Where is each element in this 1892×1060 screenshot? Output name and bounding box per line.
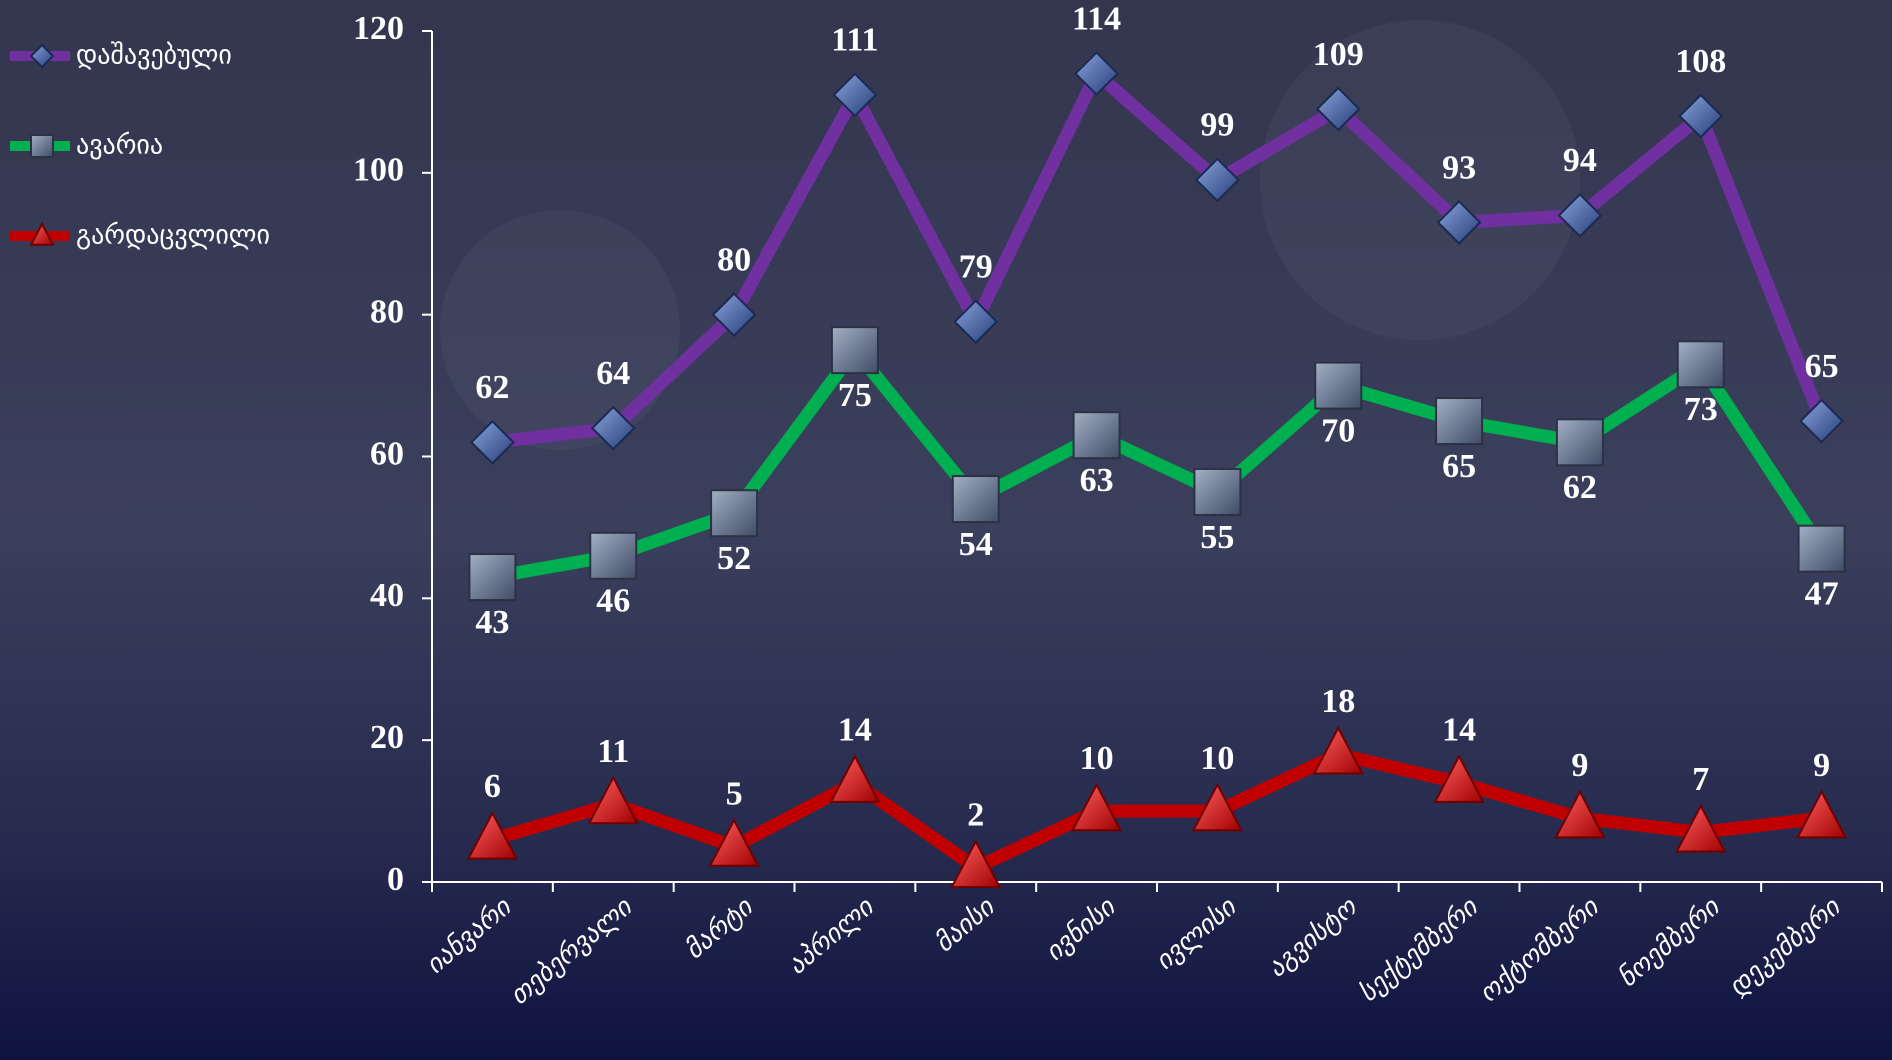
- data-label: 10: [1080, 740, 1114, 777]
- background-decor: [440, 210, 680, 450]
- data-label: 111: [831, 22, 878, 59]
- marker-square: [1194, 469, 1240, 515]
- marker-square: [469, 554, 515, 600]
- marker-square: [590, 533, 636, 579]
- legend-label: ავარია: [76, 131, 163, 161]
- y-tick-label: 0: [387, 861, 404, 898]
- legend-marker: [31, 135, 53, 157]
- y-tick-label: 120: [353, 10, 404, 47]
- marker-square: [832, 327, 878, 373]
- data-label: 73: [1684, 391, 1718, 428]
- y-tick-label: 100: [353, 152, 404, 189]
- data-label: 9: [1571, 747, 1588, 784]
- data-label: 62: [475, 369, 509, 406]
- marker-square: [1315, 363, 1361, 409]
- data-label: 94: [1563, 142, 1597, 179]
- marker-square: [1074, 412, 1120, 458]
- data-label: 54: [959, 526, 993, 563]
- data-label: 62: [1563, 469, 1597, 506]
- marker-square: [711, 490, 757, 536]
- data-label: 55: [1200, 519, 1234, 556]
- legend-label: გარდაცვლილი: [76, 221, 270, 251]
- y-tick-label: 20: [370, 719, 404, 756]
- data-label: 52: [717, 540, 751, 577]
- y-tick-label: 60: [370, 435, 404, 472]
- data-label: 79: [959, 249, 993, 286]
- data-label: 99: [1200, 107, 1234, 144]
- data-label: 14: [1442, 712, 1476, 749]
- data-label: 65: [1805, 348, 1839, 385]
- data-label: 75: [838, 377, 872, 414]
- data-label: 46: [596, 583, 630, 620]
- page: 020406080100120იანვარითებერვალიმარტიაპრი…: [0, 0, 1892, 1060]
- data-label: 65: [1442, 448, 1476, 485]
- data-label: 18: [1321, 683, 1355, 720]
- chart: 020406080100120იანვარითებერვალიმარტიაპრი…: [0, 0, 1892, 1060]
- marker-square: [953, 476, 999, 522]
- background: [0, 0, 1892, 1060]
- marker-square: [1557, 419, 1603, 465]
- data-label: 14: [838, 712, 872, 749]
- data-label: 2: [967, 797, 984, 834]
- data-label: 47: [1805, 575, 1839, 612]
- data-label: 64: [596, 355, 630, 392]
- y-tick-label: 80: [370, 293, 404, 330]
- marker-square: [1799, 526, 1845, 572]
- legend-label: დაშავებული: [76, 41, 232, 71]
- data-label: 109: [1313, 36, 1364, 73]
- marker-square: [1436, 398, 1482, 444]
- data-label: 43: [475, 604, 509, 641]
- data-label: 108: [1675, 43, 1726, 80]
- data-label: 80: [717, 241, 751, 278]
- data-label: 10: [1200, 740, 1234, 777]
- data-label: 9: [1813, 747, 1830, 784]
- data-label: 70: [1321, 412, 1355, 449]
- data-label: 11: [597, 733, 629, 770]
- y-tick-label: 40: [370, 577, 404, 614]
- data-label: 114: [1072, 0, 1121, 37]
- data-label: 6: [484, 768, 501, 805]
- data-label: 63: [1080, 462, 1114, 499]
- data-label: 5: [726, 775, 743, 812]
- data-label: 7: [1692, 761, 1709, 798]
- marker-square: [1678, 341, 1724, 387]
- data-label: 93: [1442, 149, 1476, 186]
